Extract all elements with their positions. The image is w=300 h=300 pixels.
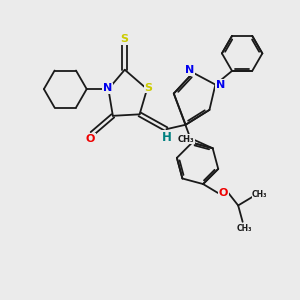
Text: O: O <box>86 134 95 144</box>
Text: H: H <box>162 131 172 144</box>
Text: CH₃: CH₃ <box>236 224 252 233</box>
Text: N: N <box>103 83 112 94</box>
Text: N: N <box>185 65 194 75</box>
Text: CH₃: CH₃ <box>252 190 267 199</box>
Text: N: N <box>216 80 225 90</box>
Text: CH₃: CH₃ <box>178 135 194 144</box>
Text: O: O <box>219 188 228 198</box>
Text: S: S <box>145 82 152 93</box>
Text: S: S <box>121 34 129 44</box>
